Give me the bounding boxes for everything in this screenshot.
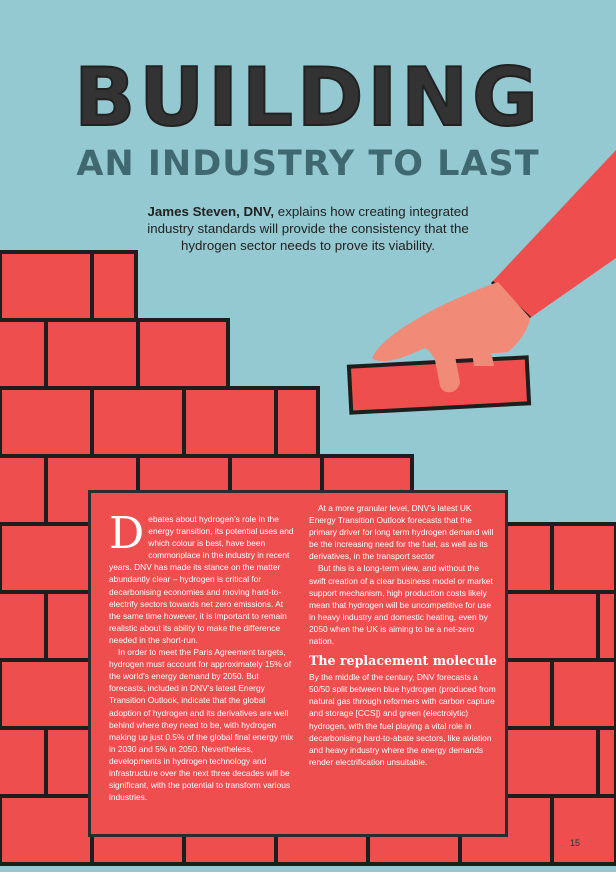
brick (0, 454, 48, 526)
brick (0, 658, 94, 730)
paragraph: At a more granular level, DNV’s latest U… (309, 503, 494, 562)
article-column-2: At a more granular level, DNV’s latest U… (309, 502, 497, 768)
brick (0, 386, 94, 458)
brick (44, 318, 140, 390)
subheadline: AN INDUSTRY TO LAST (76, 144, 540, 184)
brick (596, 726, 616, 798)
standfirst-text: explains how creating integrated industr… (147, 204, 469, 253)
brick (0, 726, 48, 798)
drop-cap: D (109, 508, 145, 559)
headline: BUILDING (73, 51, 542, 144)
brick (90, 250, 138, 322)
paragraph: By the middle of the century, DNV foreca… (309, 672, 496, 767)
brick (0, 522, 94, 594)
brick (550, 522, 616, 594)
paragraph-text: ebates about hydrogen’s role in the ener… (109, 514, 294, 645)
brick (182, 386, 278, 458)
brick (550, 794, 616, 866)
brick (550, 658, 616, 730)
brick (0, 794, 94, 866)
author-name: James Steven, DNV, (147, 204, 275, 219)
brick (504, 590, 600, 662)
brick (504, 726, 600, 798)
section-heading: The replacement molecule (309, 653, 497, 669)
page-number: 15 (570, 838, 581, 848)
brick (0, 590, 48, 662)
paragraph: In order to meet the Paris Agreement tar… (109, 647, 294, 803)
brick (0, 250, 94, 322)
brick (274, 386, 320, 458)
paragraph: But this is a long-term view, and withou… (309, 563, 493, 647)
standfirst: James Steven, DNV, explains how creating… (130, 203, 486, 254)
brick (90, 386, 186, 458)
brick (0, 318, 48, 390)
hand-illustration (372, 282, 530, 394)
brick (136, 318, 230, 390)
brick (596, 590, 616, 662)
hand-fingers (433, 347, 494, 393)
